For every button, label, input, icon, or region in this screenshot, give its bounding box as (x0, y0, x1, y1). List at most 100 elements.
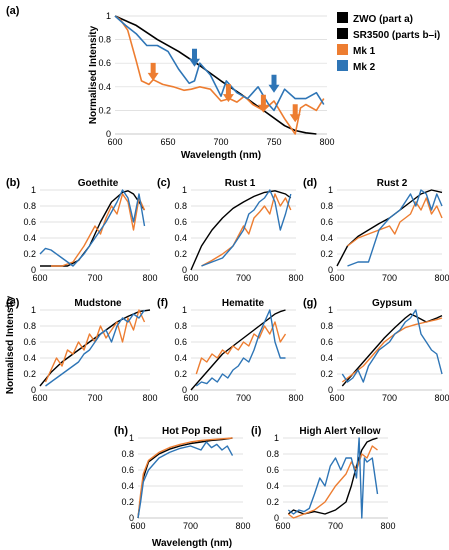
y-tick-label: 0.8 (320, 201, 333, 211)
x-tick-label: 800 (319, 137, 334, 147)
y-tick-label: 1 (274, 433, 279, 443)
y-tick-label: 0.8 (121, 449, 134, 459)
y-tick-label: 0.2 (320, 249, 333, 259)
chart-panel: 0 0.2 0.4 0.6 0.8 1 600 700 800 (g) Gypsum (303, 297, 449, 403)
series-line (190, 309, 286, 391)
y-tick-label: 0.8 (98, 35, 111, 45)
y-tick-label: 0.2 (23, 369, 36, 379)
series-line (40, 190, 146, 267)
x-tick-label: 800 (380, 521, 395, 531)
legend-swatch (337, 28, 348, 39)
y-tick-label: 0.2 (121, 497, 134, 507)
x-tick-label: 650 (160, 137, 175, 147)
x-tick-label: 800 (434, 393, 449, 403)
y-tick-label: 0.4 (174, 233, 187, 243)
panel-title: Rust 1 (225, 178, 256, 189)
y-tick-label: 0.4 (121, 481, 134, 491)
annotation-arrow (257, 94, 269, 113)
series-line (201, 193, 292, 267)
panel-title: Goethite (78, 178, 119, 189)
x-axis-label: Wavelength (nm) (152, 538, 232, 549)
x-tick-label: 600 (107, 137, 122, 147)
y-tick-label: 0.8 (266, 449, 279, 459)
series-line (45, 309, 146, 387)
y-tick-label: 0.6 (320, 217, 333, 227)
legend-swatch (337, 60, 348, 71)
chart-panel: 0 0.2 0.4 0.6 0.8 1 600 700 800 (f) Hematite (157, 297, 304, 403)
y-tick-label: 0.4 (174, 353, 187, 363)
y-tick-label: 0.8 (23, 321, 36, 331)
series-line (137, 441, 234, 519)
x-tick-label: 800 (142, 273, 157, 283)
legend-label: Mk 1 (353, 46, 376, 57)
series-line (114, 15, 325, 135)
y-tick-label: 0.6 (23, 337, 36, 347)
y-tick-label: 0 (328, 265, 333, 275)
y-tick-label: 0.8 (174, 321, 187, 331)
x-tick-label: 600 (183, 393, 198, 403)
x-axis-label: Wavelength (nm) (181, 150, 261, 161)
series-line (137, 437, 233, 519)
x-tick-label: 700 (236, 273, 251, 283)
x-tick-label: 700 (382, 273, 397, 283)
y-tick-label: 0.8 (320, 321, 333, 331)
x-tick-label: 750 (266, 137, 281, 147)
y-tick-label: 0 (182, 385, 187, 395)
chart-panel: 0 0.2 0.4 0.6 0.8 1 600 650 700 750 800 (a) (6, 5, 335, 147)
x-tick-label: 700 (87, 393, 102, 403)
legend: ZWO (part a) SR3500 (parts b–i) Mk 1 Mk 2 (337, 12, 440, 73)
y-tick-label: 0.4 (266, 481, 279, 491)
y-tick-label: 0.6 (23, 217, 36, 227)
series-line (114, 15, 317, 135)
x-tick-label: 600 (329, 393, 344, 403)
y-tick-label: 1 (182, 185, 187, 195)
series-line (195, 321, 287, 375)
panel-label: (i) (251, 425, 262, 437)
y-tick-label: 0 (31, 265, 36, 275)
y-tick-label: 1 (182, 305, 187, 315)
y-axis-label: Normalised Intensity (5, 295, 16, 394)
annotation-arrow (189, 48, 200, 67)
y-tick-label: 0.6 (320, 337, 333, 347)
x-tick-label: 800 (235, 521, 250, 531)
series-line (39, 309, 151, 387)
panel-title: Rust 2 (377, 178, 408, 189)
x-tick-label: 600 (275, 521, 290, 531)
panel-label: (c) (157, 177, 171, 189)
x-tick-label: 700 (87, 273, 102, 283)
y-tick-label: 0.2 (98, 105, 111, 115)
legend-label: ZWO (part a) (353, 14, 413, 25)
x-tick-label: 800 (142, 393, 157, 403)
panel-title: Hot Pop Red (162, 426, 222, 437)
series-line (137, 437, 233, 519)
legend-swatch (337, 44, 348, 55)
panel-label: (e) (6, 297, 20, 309)
series-line (190, 190, 292, 271)
panel-label: (g) (303, 297, 317, 309)
annotation-arrow (289, 104, 301, 123)
panel-title: Hematite (222, 298, 265, 309)
panel-title: High Alert Yellow (299, 426, 380, 437)
series-line (51, 193, 146, 267)
series-line (347, 189, 443, 267)
series-line (347, 197, 443, 247)
series-line (287, 437, 379, 519)
series-line (341, 313, 443, 387)
y-tick-label: 1 (31, 305, 36, 315)
legend-label: SR3500 (parts b–i) (353, 30, 440, 41)
y-tick-label: 0 (274, 513, 279, 523)
y-tick-label: 0.8 (174, 201, 187, 211)
y-tick-label: 0.4 (320, 353, 333, 363)
panel-label: (d) (303, 177, 317, 189)
chart-panel: 0 0.2 0.4 0.6 0.8 1 600 700 800 (c) Rust 1 (157, 177, 304, 283)
legend-label: Mk 2 (353, 62, 376, 73)
x-tick-label: 700 (213, 137, 228, 147)
y-tick-label: 0.4 (320, 233, 333, 243)
panel-title: Gypsum (372, 298, 412, 309)
y-tick-label: 0.4 (98, 82, 111, 92)
chart-panel: 0 0.2 0.4 0.6 0.8 1 600 700 800 (b) Goethite (6, 177, 158, 283)
x-tick-label: 600 (130, 521, 145, 531)
series-line (287, 445, 378, 519)
